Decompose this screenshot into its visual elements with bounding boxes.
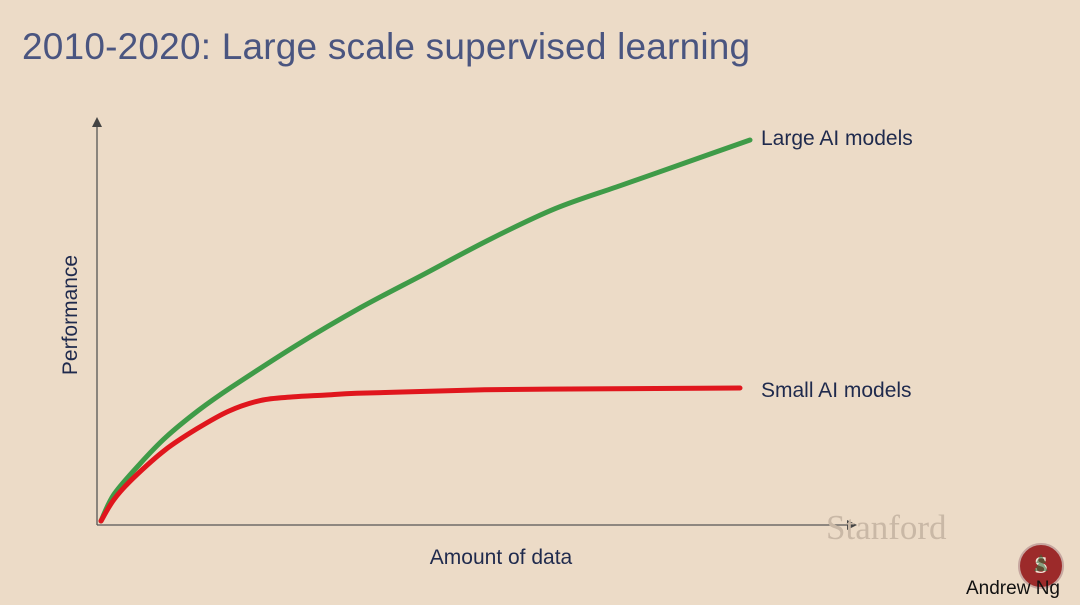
author-name: Andrew Ng: [966, 578, 1060, 599]
series-label-large: Large AI models: [761, 127, 913, 150]
slide-title: 2010-2020: Large scale supervised learni…: [22, 26, 751, 67]
series-line-large-ai-models: [98, 137, 753, 524]
series-label-small: Small AI models: [761, 379, 912, 402]
series-line-small-ai-models: [98, 385, 743, 524]
y-axis-label: Performance: [59, 255, 82, 375]
stanford-logo-icon: S: [1018, 543, 1064, 589]
x-axis-label: Amount of data: [430, 546, 573, 569]
stanford-watermark: Stanford: [826, 508, 947, 547]
